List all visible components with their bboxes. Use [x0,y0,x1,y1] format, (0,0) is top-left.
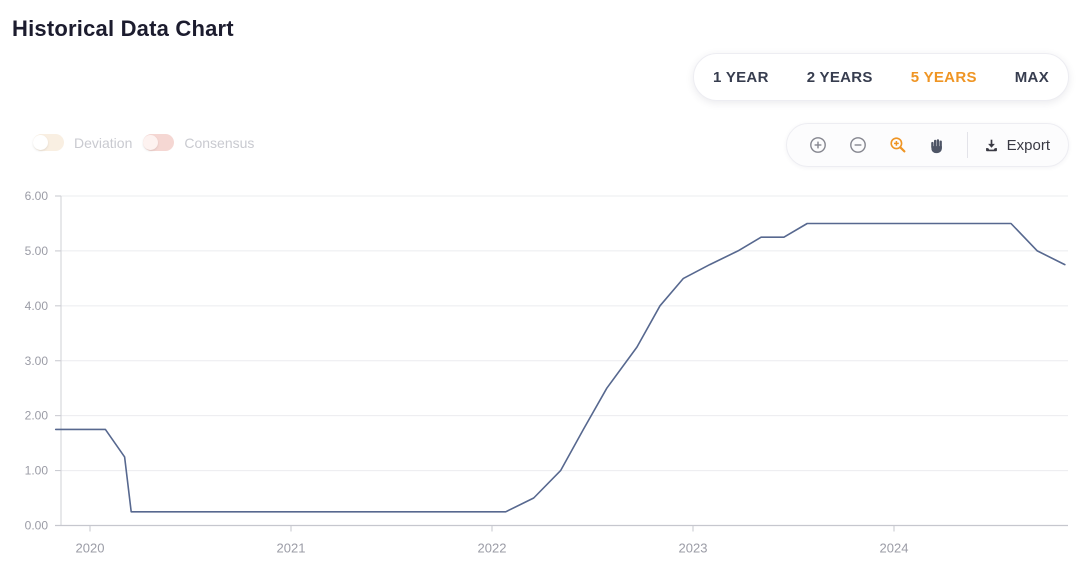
export-button[interactable]: Export [982,133,1052,158]
x-axis-label: 2024 [880,541,909,556]
x-axis-label: 2021 [277,541,306,556]
range-selector: 1 YEAR 2 YEARS 5 YEARS MAX [692,53,1069,101]
y-axis-label: 0.00 [25,519,49,533]
y-axis-label: 2.00 [25,409,49,423]
deviation-toggle-label: Deviation [74,134,133,151]
y-axis-label: 6.00 [25,189,49,203]
deviation-toggle[interactable]: Deviation [33,134,132,151]
pan-icon [931,138,942,153]
chart-plot-area[interactable]: 0.00 1.00 2.00 3.00 4.00 5.00 6.00 2020 2021 2022… [0,182,1084,580]
page-title: Historical Data Chart [12,16,234,41]
toggle-knob [143,135,159,150]
range-button-max[interactable]: MAX [1013,63,1051,92]
toggle-knob [33,135,48,150]
toggle-track[interactable] [143,134,175,151]
zoom-area-icon [890,137,906,153]
x-axis-label: 2022 [478,541,507,556]
y-axis-label: 1.00 [25,464,49,478]
zoom-in-button[interactable] [803,130,833,160]
x-axis-label: 2020 [76,541,105,556]
zoom-out-icon [849,137,866,153]
y-axis-label: 5.00 [25,244,49,258]
range-button-1-year[interactable]: 1 YEAR [711,63,771,92]
data-line [54,222,1066,513]
range-button-5-years[interactable]: 5 YEARS [909,63,979,92]
y-axis-label: 4.00 [25,299,49,313]
chart-toolbar: Export [785,123,1069,167]
toggle-track[interactable] [33,134,64,151]
zoom-in-icon [809,137,826,153]
line-chart: 0.00 1.00 2.00 3.00 4.00 5.00 6.00 2020 2021 2022… [25,189,1068,556]
zoom-area-button[interactable] [883,130,913,160]
series-toggles: Deviation Consensus [33,134,254,151]
range-button-2-years[interactable]: 2 YEARS [805,63,875,92]
pan-button[interactable] [923,130,953,160]
consensus-toggle-label: Consensus [184,134,255,151]
consensus-toggle[interactable]: Consensus [143,134,254,151]
export-button-label: Export [1006,136,1050,154]
toolbar-divider [966,132,968,158]
y-axis-label: 3.00 [25,354,49,368]
zoom-out-button[interactable] [843,130,873,160]
download-icon [985,139,997,151]
x-axis-label: 2023 [679,541,708,556]
